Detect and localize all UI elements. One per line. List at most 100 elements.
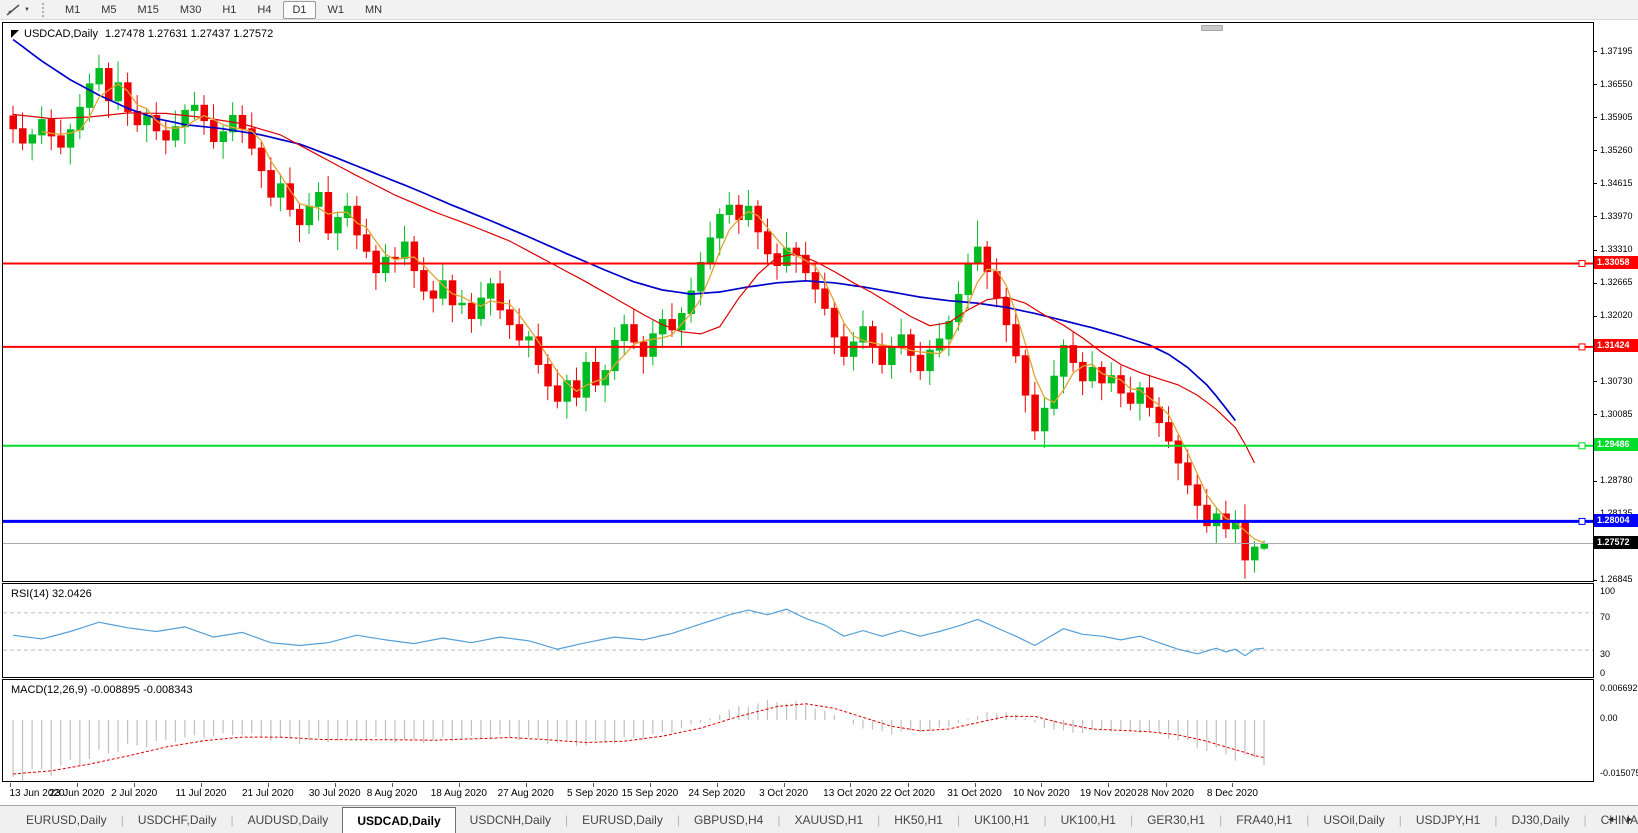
price-chart-panel[interactable]: USDCAD,Daily 1.27478 1.27631 1.27437 1.2…: [2, 22, 1594, 582]
tab-scroll-left-icon[interactable]: ◄: [1606, 814, 1616, 824]
date-tick-mark: [134, 783, 136, 787]
date-label: 8 Aug 2020: [366, 788, 418, 799]
date-label: 13 Jun 2020: [9, 788, 65, 799]
date-label: 15 Sep 2020: [621, 788, 679, 799]
date-axis: 13 Jun 2020 23 Jun 2020 2 Jul 2020 11 Jul 2…: [0, 783, 1638, 805]
line-handle[interactable]: [1578, 343, 1586, 351]
rsi-canvas[interactable]: [3, 584, 1593, 677]
chart-tab-ger30-h1[interactable]: GER30,H1: [1147, 812, 1206, 827]
timeframe-button-w1[interactable]: W1: [327, 3, 345, 16]
candle: [1241, 504, 1249, 579]
timeframe-button-m5[interactable]: M5: [101, 3, 117, 16]
line-handle[interactable]: [1578, 260, 1586, 268]
chart-tab-usdcnh-daily[interactable]: USDCNH,Daily: [469, 812, 552, 827]
date-tick-mark: [392, 783, 393, 787]
chart-tab-eurusd-daily[interactable]: EURUSD,Daily: [582, 812, 663, 827]
candle: [744, 189, 753, 227]
tab-scroll-right-icon[interactable]: ►: [1625, 814, 1634, 824]
candle: [783, 231, 791, 273]
line-handle[interactable]: [1578, 517, 1586, 525]
candle: [888, 336, 896, 379]
timeframe-button-h4[interactable]: H4: [257, 3, 272, 16]
date-label: 28 Nov 2020: [1137, 788, 1194, 799]
candle: [19, 112, 27, 151]
chart-symbol: USDCAD,Daily: [24, 28, 98, 40]
candle: [1079, 352, 1087, 396]
date-label: 11 Jul 2020: [175, 788, 227, 799]
candle: [276, 173, 285, 212]
ma-red: [12, 112, 1256, 464]
candle: [506, 299, 514, 339]
macd-signal-line: [12, 703, 1265, 775]
candle: [1136, 381, 1144, 421]
candle: [1088, 351, 1097, 388]
tab-separator: |: [1398, 812, 1402, 827]
line-tool-dropdown[interactable]: ▼: [0, 0, 36, 20]
candle: [267, 157, 275, 207]
candle: [324, 176, 333, 240]
chart-tab-eurusd-daily[interactable]: EURUSD,Daily: [26, 812, 107, 827]
chart-tab-gbpusd-h4[interactable]: GBPUSD,H4: [693, 812, 764, 827]
candle: [257, 142, 266, 188]
timeframe-button-d1[interactable]: D1: [283, 0, 316, 19]
candle: [286, 167, 294, 217]
date-tick-mark: [525, 783, 527, 787]
axis-tick-mark: [1593, 315, 1597, 317]
candle: [811, 262, 820, 304]
timeframe-button-h1[interactable]: H1: [222, 3, 237, 16]
timeframe-button-m15[interactable]: M15: [137, 3, 159, 16]
chart-tab-xauusd-h1[interactable]: XAUUSD,H1: [794, 812, 864, 827]
tab-separator: |: [230, 812, 234, 827]
price-chart-canvas[interactable]: [3, 23, 1593, 581]
tab-separator: |: [1043, 812, 1047, 827]
timeframe-button-m1[interactable]: M1: [64, 3, 81, 16]
candle: [296, 203, 304, 243]
date-tick-mark: [907, 783, 909, 787]
date-tick-mark: [783, 783, 785, 787]
tab-separator: |: [777, 812, 781, 827]
rsi-axis-label: 30: [1600, 649, 1611, 659]
date-label: 19 Nov 2020: [1079, 788, 1137, 799]
candle: [458, 289, 466, 314]
chart-tab-usdcad-daily[interactable]: USDCAD,Daily: [342, 807, 456, 833]
date-tick-mark: [76, 783, 78, 787]
candle: [563, 374, 571, 419]
toolbar-grip-handle[interactable]: [41, 2, 48, 17]
timeframe-button-m30[interactable]: M30: [179, 3, 202, 16]
chart-tab-usoil-daily[interactable]: USOil,Daily: [1323, 812, 1385, 827]
candle: [1184, 449, 1192, 495]
macd-indicator-panel[interactable]: MACD(12,26,9) -0.008895 -0.008343: [2, 679, 1594, 782]
chart-scroll-up-button[interactable]: [1201, 25, 1223, 31]
candle: [630, 308, 638, 350]
candle: [716, 208, 724, 256]
timeframe-button-mn[interactable]: MN: [365, 3, 383, 16]
date-tick-mark: [201, 783, 202, 787]
candle: [410, 235, 419, 288]
chart-tab-audusd-daily[interactable]: AUDUSD,Daily: [247, 812, 329, 827]
candle: [849, 331, 858, 371]
chart-tab-usdchf-daily[interactable]: USDCHF,Daily: [137, 812, 217, 827]
date-tick-mark: [267, 783, 269, 787]
chart-tab-fra40-h1[interactable]: FRA40,H1: [1236, 812, 1293, 827]
chart-tab-hk50-h1[interactable]: HK50,H1: [894, 812, 943, 827]
candle: [9, 105, 17, 144]
candle: [544, 354, 552, 401]
candle: [572, 367, 581, 407]
price-tick-label: 1.37195: [1600, 45, 1633, 56]
candle: [124, 72, 132, 126]
candle: [1002, 287, 1011, 343]
rsi-indicator-panel[interactable]: RSI(14) 32.0426: [2, 583, 1594, 678]
candle: [210, 104, 218, 149]
chart-tab-uk100-h1[interactable]: UK100,H1: [1060, 812, 1116, 827]
candle: [200, 95, 208, 135]
candle: [372, 245, 380, 290]
macd-canvas[interactable]: [3, 680, 1593, 781]
axis-tick-mark: [1593, 282, 1597, 284]
chart-tab-usdjpy-h1[interactable]: USDJPY,H1: [1415, 812, 1481, 827]
line-handle[interactable]: [1578, 442, 1586, 450]
candle: [1165, 406, 1173, 449]
candle: [601, 364, 610, 403]
chart-tab-uk100-h1[interactable]: UK100,H1: [974, 812, 1030, 827]
chart-tab-china300-h1[interactable]: CHINA300,H1: [1600, 812, 1638, 827]
chart-tab-dj30-daily[interactable]: DJ30,Daily: [1511, 812, 1570, 827]
